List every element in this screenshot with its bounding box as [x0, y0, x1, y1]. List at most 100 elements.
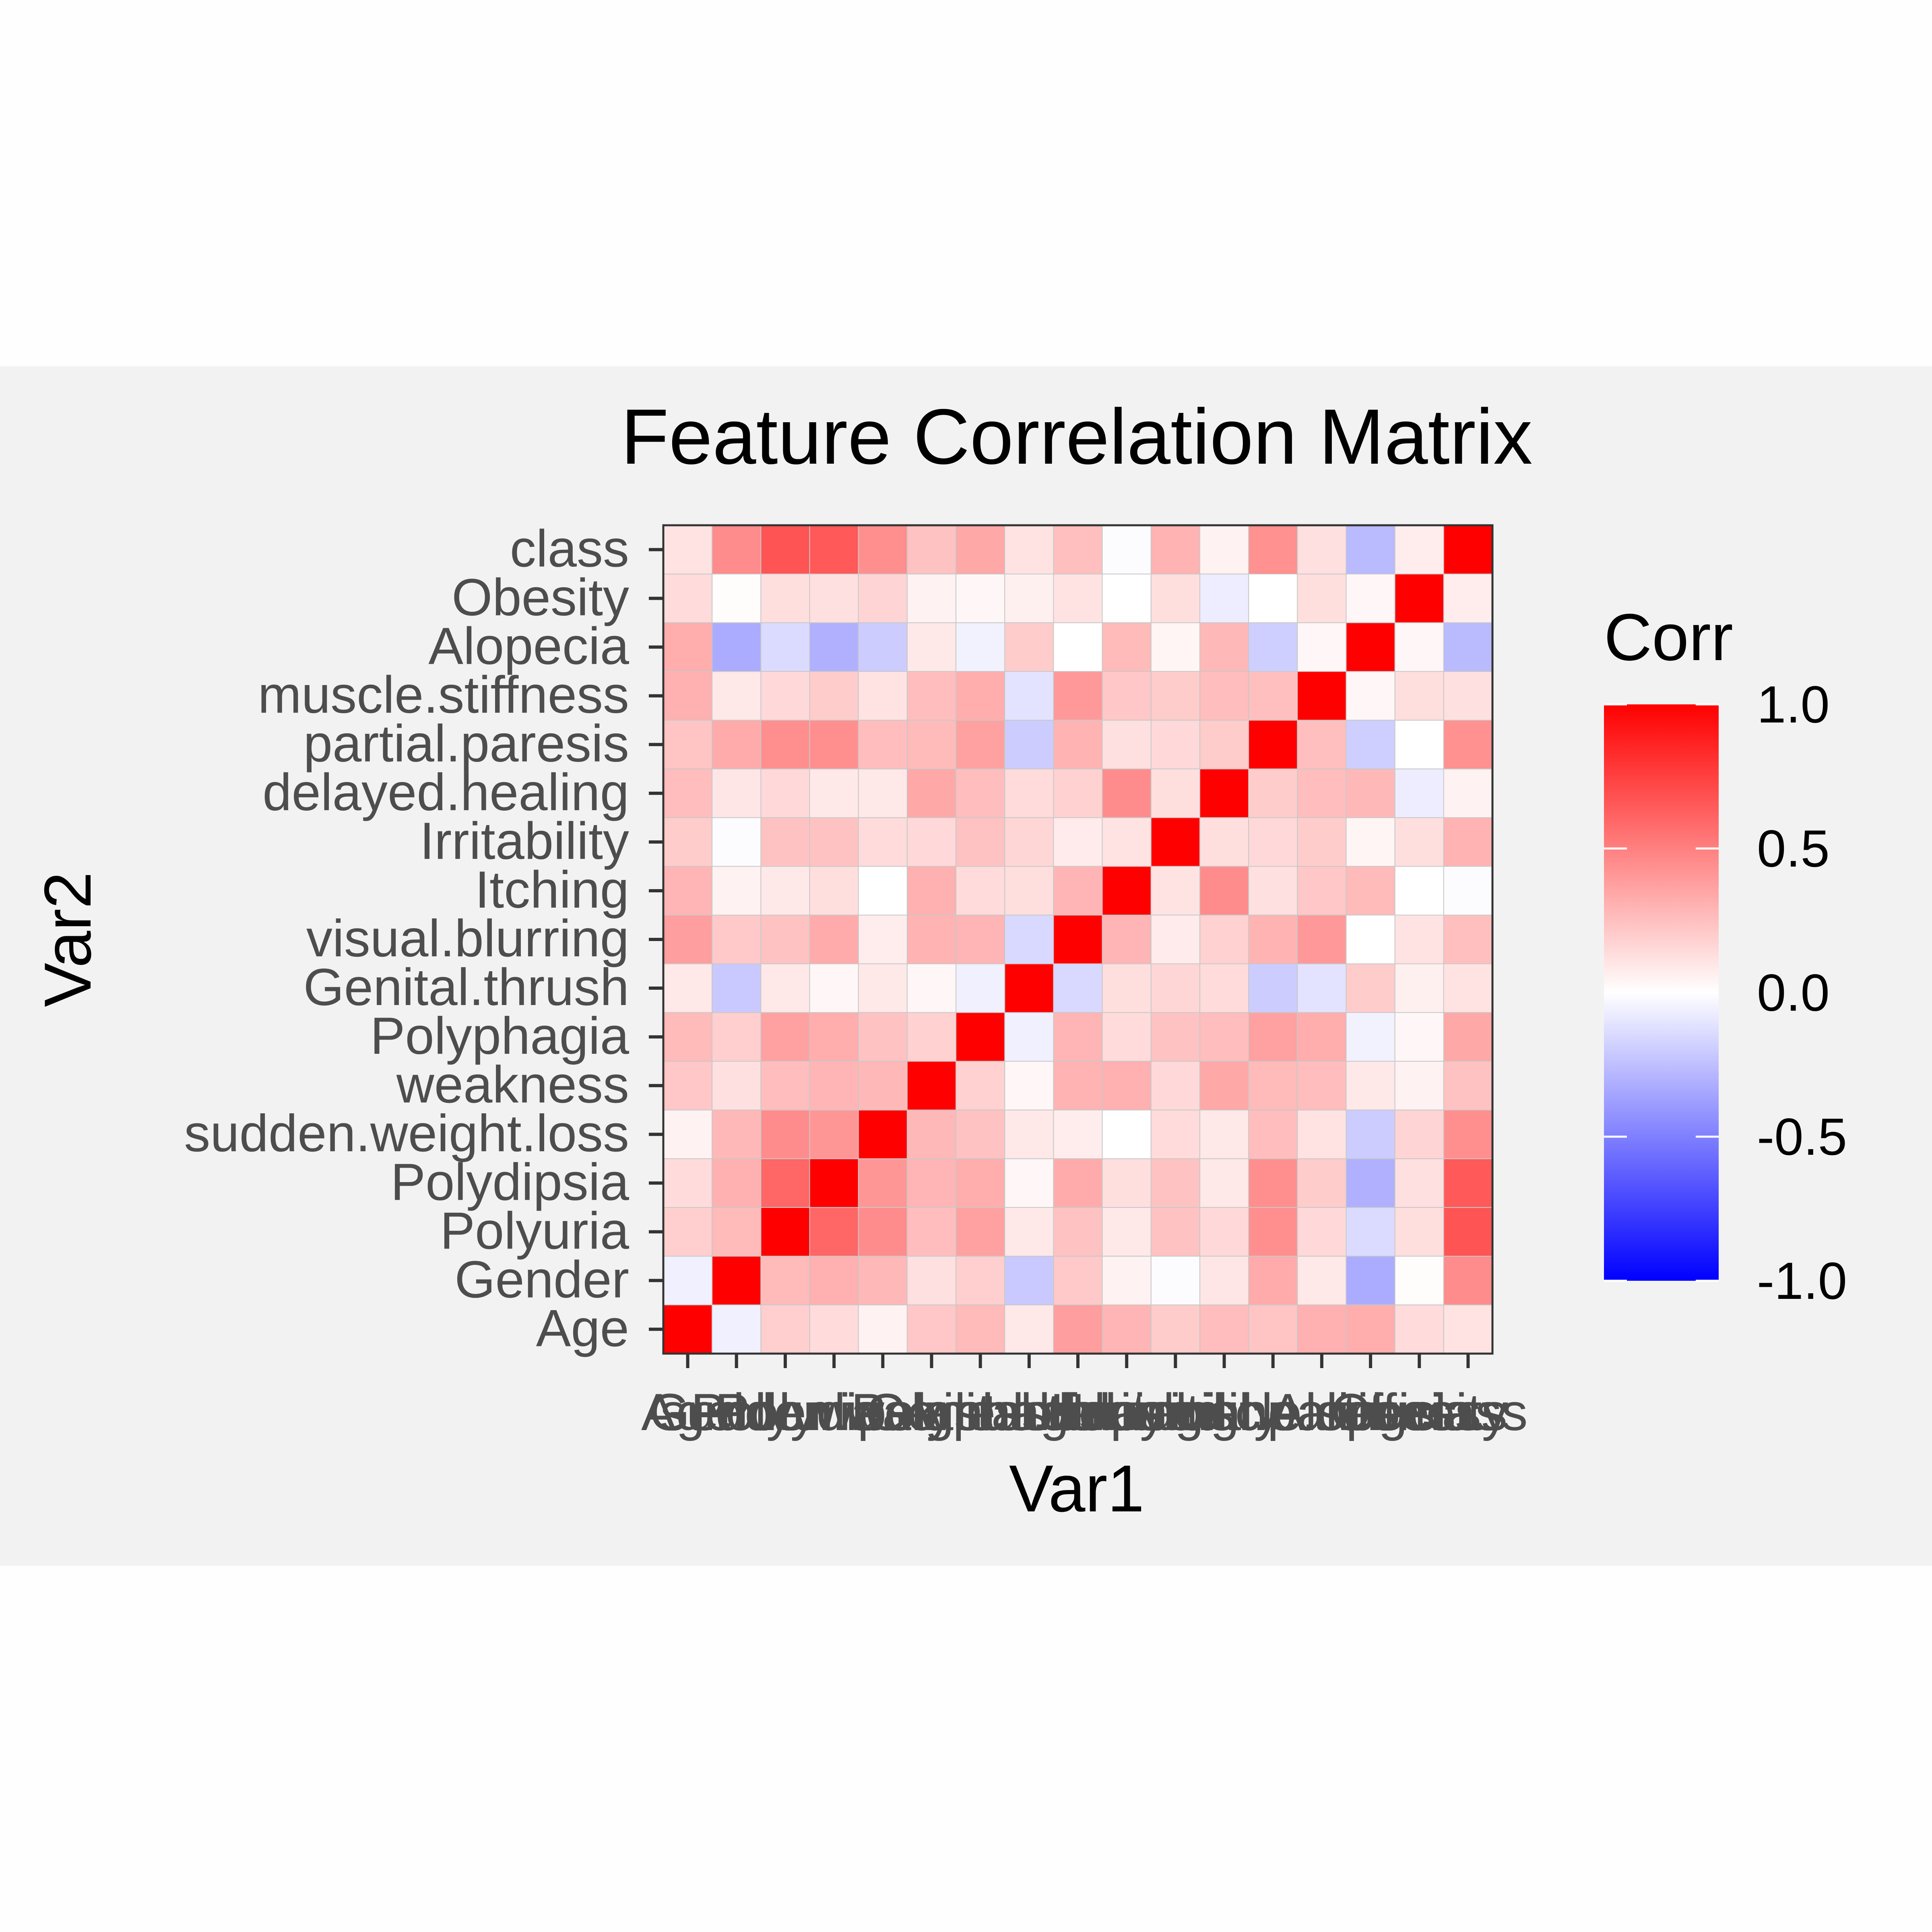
y-tick-label: Polyphagia	[370, 1006, 630, 1065]
heatmap-cell	[1004, 671, 1054, 721]
heatmap-cell	[1248, 914, 1298, 964]
heatmap-cell	[1346, 1012, 1395, 1062]
heatmap-cell	[1394, 720, 1444, 770]
heatmap-cell	[712, 1207, 762, 1257]
legend-ticks: 1.0 0.5 0.0 -0.5 -1.0	[1604, 675, 1847, 1310]
heatmap-cell	[1248, 963, 1298, 1013]
heatmap-cell	[906, 1061, 957, 1110]
x-tick-label: Age	[641, 1383, 734, 1441]
heatmap-cell	[1394, 1012, 1444, 1062]
legend-tick-label: -1.0	[1757, 1251, 1847, 1310]
heatmap-cell	[858, 671, 908, 721]
heatmap-cell	[1053, 768, 1103, 818]
heatmap-cell	[1297, 1207, 1347, 1257]
heatmap-cell	[663, 622, 713, 672]
heatmap-cell	[1297, 525, 1347, 575]
heatmap-cell	[956, 622, 1005, 672]
heatmap-cell	[956, 574, 1005, 623]
heatmap-cell	[1199, 574, 1249, 623]
heatmap-cell	[906, 671, 957, 721]
heatmap-cell	[663, 525, 713, 575]
heatmap-cell	[809, 1061, 859, 1110]
heatmap-cell	[956, 866, 1005, 916]
heatmap-cell	[1248, 574, 1298, 623]
heatmap-cell	[1346, 1304, 1395, 1354]
heatmap-cell	[1394, 866, 1444, 916]
heatmap-cell	[1150, 622, 1200, 672]
heatmap-cell	[760, 866, 810, 916]
heatmap-cell	[1297, 1304, 1347, 1354]
heatmap-cell	[1102, 622, 1152, 672]
heatmap-cell	[1053, 720, 1103, 770]
heatmap-cell	[858, 1061, 908, 1110]
heatmap-cell	[1102, 671, 1152, 721]
y-tick-label: Polyuria	[440, 1201, 629, 1260]
heatmap-cell	[1004, 1304, 1054, 1354]
heatmap-cell	[760, 768, 810, 818]
x-axis: AgeGenderPolyuriaPolydipsiasudden.weight…	[641, 1354, 1528, 1441]
y-tick-label: Age	[536, 1298, 629, 1357]
heatmap-cell	[906, 622, 957, 672]
heatmap-cell	[760, 817, 810, 867]
y-tick-label: Gender	[454, 1250, 629, 1309]
heatmap-cell	[1443, 1304, 1493, 1354]
heatmap-cell	[663, 720, 713, 770]
heatmap-cell	[1297, 1109, 1347, 1159]
heatmap-cell	[956, 1109, 1005, 1159]
heatmap-cell	[1394, 574, 1444, 623]
x-tick-label: Polyuria	[691, 1383, 880, 1441]
heatmap-cell	[663, 1304, 713, 1354]
legend-tick-label: -0.5	[1757, 1107, 1847, 1166]
heatmap-cell	[906, 963, 957, 1013]
heatmap-cell	[1150, 720, 1200, 770]
heatmap-cell	[1102, 914, 1152, 964]
heatmap-cell	[1102, 768, 1152, 818]
x-tick-label: Alopecia	[1270, 1383, 1471, 1441]
heatmap-cell	[663, 914, 713, 964]
heatmap-cell	[1346, 622, 1395, 672]
heatmap-cell	[1150, 1061, 1200, 1110]
heatmap-cell	[858, 1255, 908, 1305]
x-tick-label: weakness	[815, 1383, 1048, 1441]
heatmap-cell	[1102, 1158, 1152, 1208]
heatmap-cell	[1150, 1158, 1200, 1208]
heatmap-cell	[1053, 1061, 1103, 1110]
heatmap-cell	[906, 768, 957, 818]
heatmap-cell	[1443, 1109, 1493, 1159]
x-tick-label: Itching	[1050, 1383, 1204, 1441]
heatmap-cell	[1150, 1304, 1200, 1354]
heatmap-cell	[663, 866, 713, 916]
heatmap-cell	[712, 768, 762, 818]
heatmap-cell	[1102, 1061, 1152, 1110]
heatmap-cell	[1199, 817, 1249, 867]
heatmap-cell	[1004, 622, 1054, 672]
heatmap-cell	[1199, 622, 1249, 672]
heatmap-cell	[906, 1109, 957, 1159]
heatmap-cell	[906, 1255, 957, 1305]
y-tick-label: weakness	[396, 1055, 629, 1114]
heatmap-cell	[712, 914, 762, 964]
heatmap-cell	[1004, 1061, 1054, 1110]
heatmap-cell	[1443, 1255, 1493, 1305]
heatmap-cell	[1004, 817, 1054, 867]
heatmap-cell	[809, 1207, 859, 1257]
heatmap-cell	[1346, 525, 1395, 575]
heatmap-cell	[1053, 1158, 1103, 1208]
heatmap-cell	[809, 720, 859, 770]
y-tick-label: Polydipsia	[390, 1152, 629, 1211]
y-tick-label: visual.blurring	[306, 909, 629, 968]
heatmap-cell	[1199, 1158, 1249, 1208]
heatmap-cell	[956, 1304, 1005, 1354]
heatmap-cell	[760, 1109, 810, 1159]
heatmap-cell	[1248, 622, 1298, 672]
heatmap-cell	[1248, 1158, 1298, 1208]
heatmap-cell	[809, 1109, 859, 1159]
heatmap-cell	[1199, 914, 1249, 964]
heatmap-cell	[956, 720, 1005, 770]
heatmap-cell	[712, 1255, 762, 1305]
heatmap-cell	[1443, 525, 1493, 575]
heatmap-cell	[1004, 768, 1054, 818]
heatmap-cell	[1199, 1061, 1249, 1110]
heatmap-cell	[1346, 768, 1395, 818]
